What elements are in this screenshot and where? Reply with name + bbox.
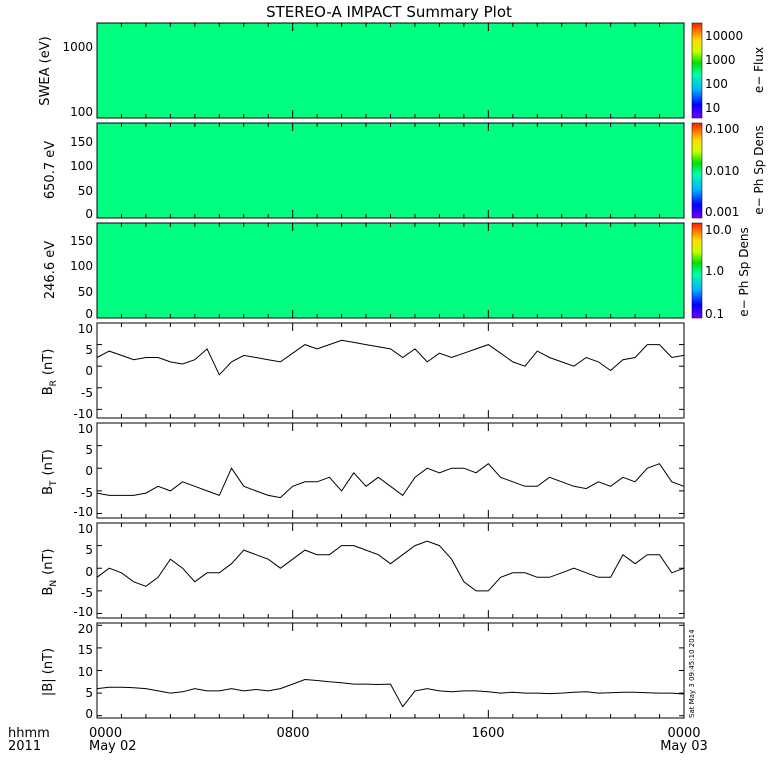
pad-246-y-tick: 0 [85,307,93,321]
pad-246-colorbar-tick: 0.1 [705,307,724,321]
pad-246-y-label: 246.6 eV [43,241,58,299]
bmag-y-tick: 20 [78,622,93,636]
time-axis: hhmm 2011 0000 May 02 0800 1600 0000 May… [8,726,708,754]
bt-series-line [96,463,685,499]
bn-y-tick: 0 [85,565,93,579]
pad-650-spectrogram-image [97,123,684,218]
br-y-tick: 0 [85,364,93,378]
bmag-y-tick: 15 [78,643,93,657]
br-label-unit: (nT) [41,349,56,375]
bt-y-tick: 5 [85,443,93,457]
bn-y-tick: -5 [81,586,93,600]
pad-246-colorbar [691,222,703,319]
br-frame [96,322,685,419]
br-panel: BR (nT) 10 5 0 -5 -10 [41,322,685,421]
swea-spectrogram-panel: SWEA (eV) 1000 100 10000 1000 100 10 e− … [38,22,766,119]
pad-650-colorbar-tick: 0.001 [705,205,739,219]
swea-colorbar-tick: 10000 [705,29,743,43]
swea-y-tick: 100 [70,105,93,119]
time-axis-tick: 0000 [89,726,122,741]
bmag-frame [96,622,685,719]
bt-y-tick: 10 [78,422,93,436]
pad-246-spectrogram-panel: 246.6 eV 150 100 50 0 10.0 1.0 0.1 e− Ph… [43,222,751,321]
pad-650-y-label: 650.7 eV [43,141,58,199]
bn-series-line [96,540,685,592]
pad-246-colorbar-label: e− Ph Sp Dens [737,227,751,316]
br-y-tick: -10 [73,407,93,421]
br-y-tick: 10 [78,322,93,336]
generation-timestamp: Sat May 3 09:45:10 2014 [688,629,696,718]
bt-label-sub: T [49,480,59,487]
bmag-series-line [96,678,685,708]
swea-colorbar-tick: 10 [705,101,720,115]
swea-y-tick: 1000 [62,40,93,54]
bt-frame [96,422,685,519]
bn-y-tick: -10 [73,605,93,619]
swea-colorbar [691,22,703,119]
br-y-label: BR (nT) [41,349,59,396]
swea-spectrogram-image [97,23,684,118]
bt-y-tick: 0 [85,464,93,478]
pad-650-y-tick: 50 [78,184,93,198]
figure-title: STEREO-A IMPACT Summary Plot [266,3,512,21]
bmag-y-label: |B| (nT) [41,648,56,696]
pad-650-y-tick: 0 [85,207,93,221]
bn-y-tick: 5 [85,543,93,557]
bt-label-main: B [41,486,56,495]
bn-y-label: BN (nT) [41,549,59,596]
bn-label-unit: (nT) [41,549,56,575]
time-axis-label: hhmm [8,726,50,741]
bmag-y-tick: 10 [78,665,93,679]
pad-650-colorbar [691,122,703,219]
bmag-y-tick: 5 [85,686,93,700]
time-axis-tick: 1600 [471,726,504,741]
bt-label-unit: (nT) [41,449,56,475]
pad-246-y-tick: 150 [70,234,93,248]
pad-650-colorbar-label: e− Ph Sp Dens [752,125,766,214]
br-series-line [96,339,685,376]
pad-650-colorbar-tick: 0.010 [705,164,739,178]
bt-y-tick: -10 [73,505,93,519]
time-axis-tick: 0000 [667,726,700,741]
bt-panel: BT (nT) 10 5 0 -5 -10 [41,422,685,519]
pad-650-y-tick: 150 [70,135,93,149]
swea-colorbar-tick: 100 [705,77,728,91]
bmag-panel: |B| (nT) 20 15 10 5 0 Sat May 3 09:45:10… [41,622,696,721]
br-label-main: B [41,386,56,395]
bn-label-main: B [41,587,56,596]
pad-246-y-tick: 100 [70,259,93,273]
br-label-sub: R [49,380,59,386]
time-axis-date: May 03 [660,739,708,754]
pad-246-colorbar-tick: 10.0 [705,223,732,237]
pad-246-y-tick: 50 [78,285,93,299]
bt-y-label: BT (nT) [41,449,59,495]
pad-650-y-tick: 100 [70,159,93,173]
br-y-tick: 5 [85,343,93,357]
swea-colorbar-label: e− Flux [752,47,766,93]
pad-246-spectrogram-image [97,223,684,318]
pad-246-colorbar-tick: 1.0 [705,264,724,278]
pad-650-spectrogram-panel: 650.7 eV 150 100 50 0 0.100 0.010 0.001 … [43,122,766,221]
bn-y-tick: 10 [78,522,93,536]
pad-650-colorbar-tick: 0.100 [705,122,739,136]
bt-y-tick: -5 [81,486,93,500]
bn-label-sub: N [49,580,59,587]
time-axis-date: May 02 [89,739,137,754]
swea-colorbar-tick: 1000 [705,53,736,67]
time-axis-year: 2011 [8,739,41,754]
time-axis-tick: 0800 [276,726,309,741]
bmag-y-tick: 0 [85,707,93,721]
br-y-tick: -5 [81,386,93,400]
swea-y-label: SWEA (eV) [38,36,53,105]
bn-panel: BN (nT) 10 5 0 -5 -10 [41,522,685,619]
